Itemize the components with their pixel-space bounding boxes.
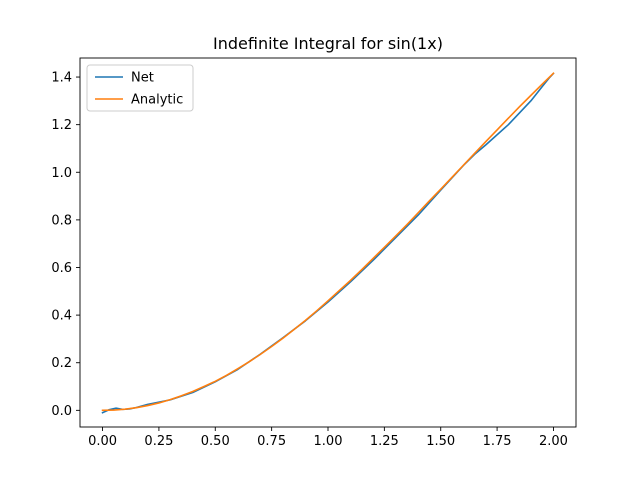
legend-label-analytic: Analytic [131,93,183,108]
legend: Net Analytic [86,64,194,112]
series-line-analytic [101,72,555,412]
y-tick-label: 0.4 [51,309,72,324]
y-tick-label: 0.2 [51,356,72,371]
y-tick-label: 0.0 [51,404,72,419]
series-group [101,72,555,414]
x-tick-label: 0.25 [144,434,173,449]
plot-area: 0.00 0.25 0.50 0.75 1.00 1.25 1.50 1.75 2.00 0.0 0… [51,57,577,449]
legend-label-net: Net [131,71,154,86]
y-tick-label: 0.8 [51,213,72,228]
x-tick-label: 1.50 [426,434,455,449]
x-tick-label: 0.75 [257,434,286,449]
x-tick-label: 0.00 [88,434,117,449]
chart-title: Indefinite Integral for sin(1x) [213,34,443,53]
y-tick-label: 0.6 [51,261,72,276]
x-tick-label: 0.50 [201,434,230,449]
x-tick-label: 1.25 [370,434,399,449]
x-tick-label: 1.75 [483,434,512,449]
y-tick-label: 1.0 [51,166,72,181]
x-tick-label: 2.00 [539,434,568,449]
y-tick-label: 1.4 [51,71,72,86]
x-tick-label: 1.00 [314,434,343,449]
y-tick-label: 1.2 [51,118,72,133]
